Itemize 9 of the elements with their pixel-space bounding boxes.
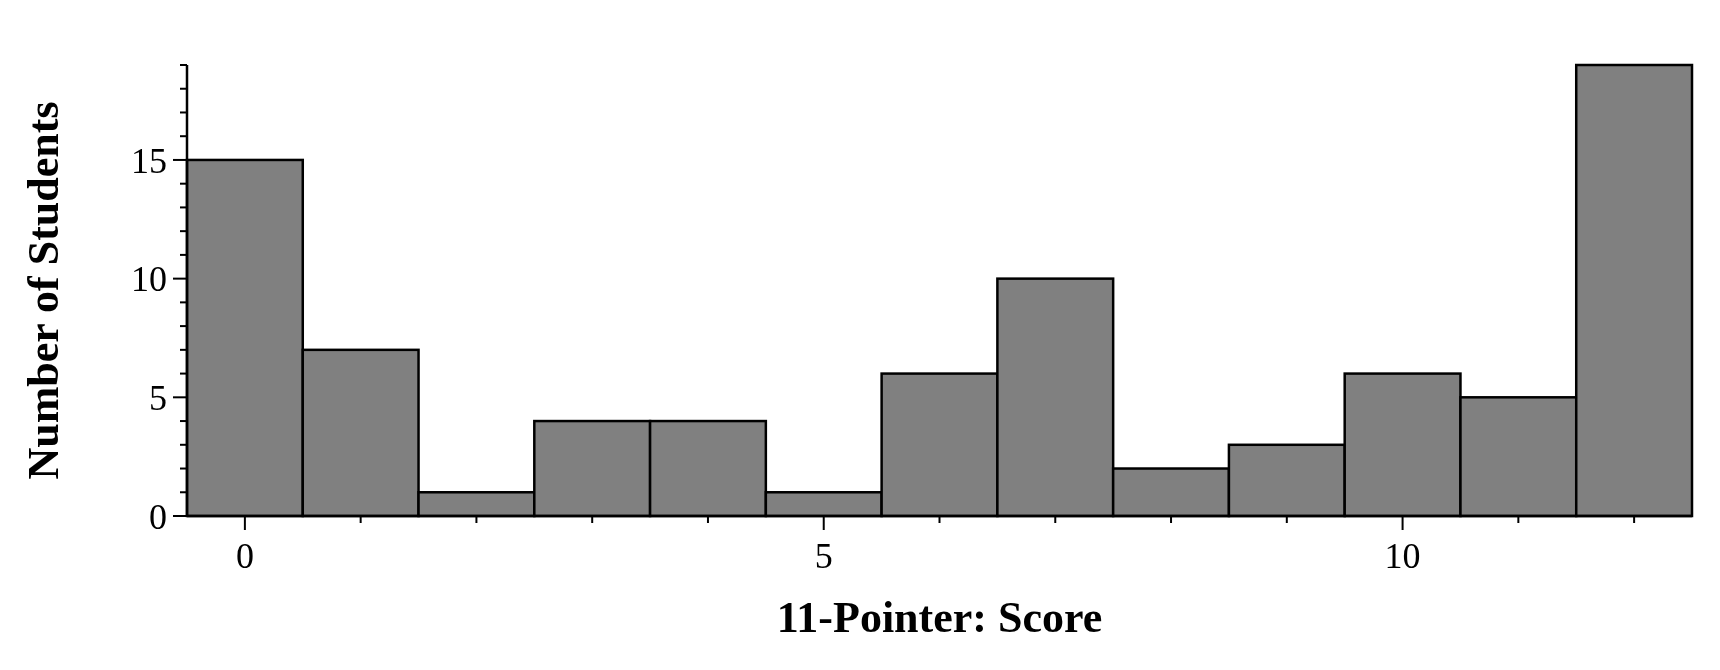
y-tick-label: 10 xyxy=(131,259,167,300)
y-tick-label: 15 xyxy=(131,140,167,181)
x-tick-label: 5 xyxy=(814,536,833,576)
x-tick-label: 10 xyxy=(1384,536,1421,576)
y-tick-label: 5 xyxy=(149,377,167,418)
x-axis-title: 11-Pointer: Score xyxy=(776,593,1103,642)
y-axis-title: Number of Students xyxy=(19,101,68,480)
x-tick-label: 0 xyxy=(235,536,254,576)
y-tick-label: 0 xyxy=(149,496,167,537)
